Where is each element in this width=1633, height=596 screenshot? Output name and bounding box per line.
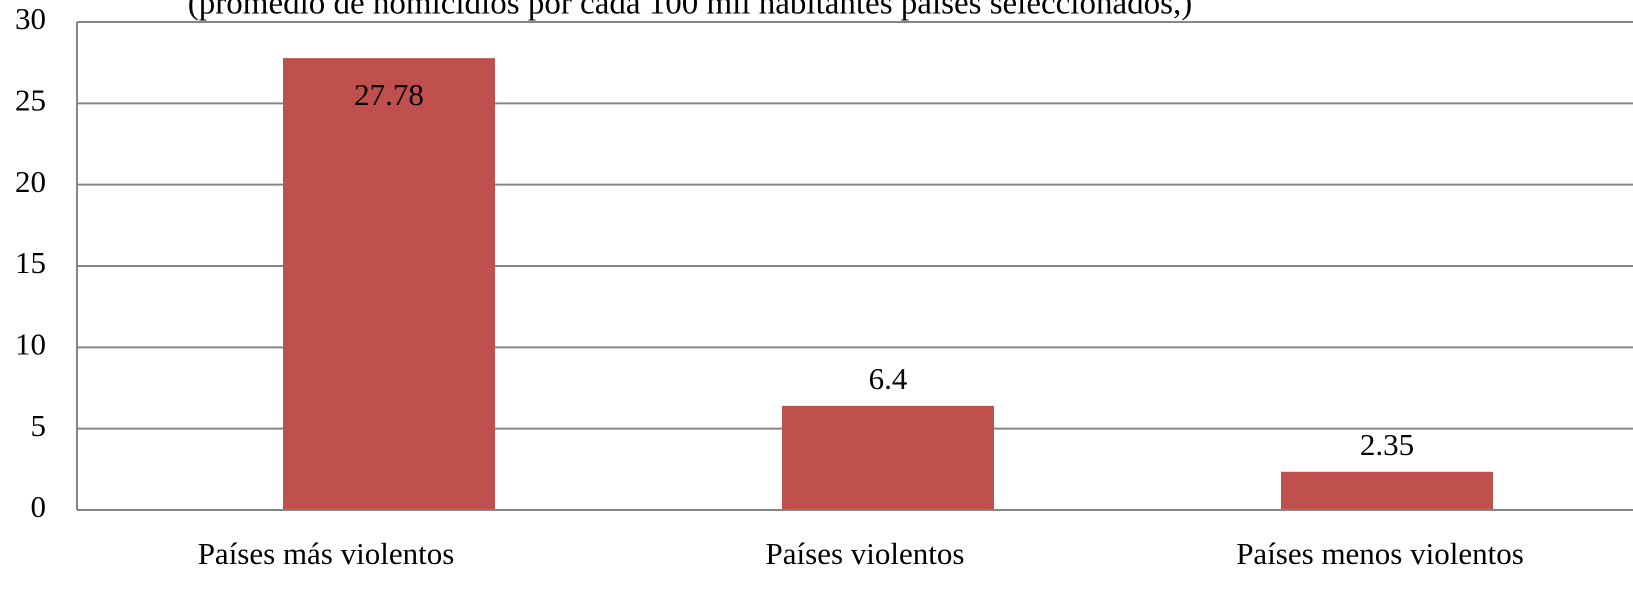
bar	[782, 405, 994, 510]
x-tick-label: Países violentos	[766, 536, 965, 571]
y-tick-label: 20	[15, 164, 46, 199]
bar	[283, 58, 495, 510]
y-tick-label: 0	[31, 489, 47, 524]
value-label: 6.4	[869, 361, 908, 396]
value-label: 27.78	[354, 77, 424, 112]
y-tick-label: 5	[31, 408, 47, 443]
y-tick-label: 25	[15, 82, 46, 117]
y-tick-label: 30	[15, 1, 46, 36]
x-tick-label: Países menos violentos	[1236, 536, 1524, 571]
x-tick-label: Países más violentos	[198, 536, 455, 571]
y-tick-label: 10	[15, 326, 46, 361]
bar	[1281, 471, 1493, 510]
y-tick-label: 15	[15, 245, 46, 280]
value-label: 2.35	[1360, 427, 1414, 462]
chart-title: (promedio de homicidios por cada 100 mil…	[188, 0, 1192, 22]
